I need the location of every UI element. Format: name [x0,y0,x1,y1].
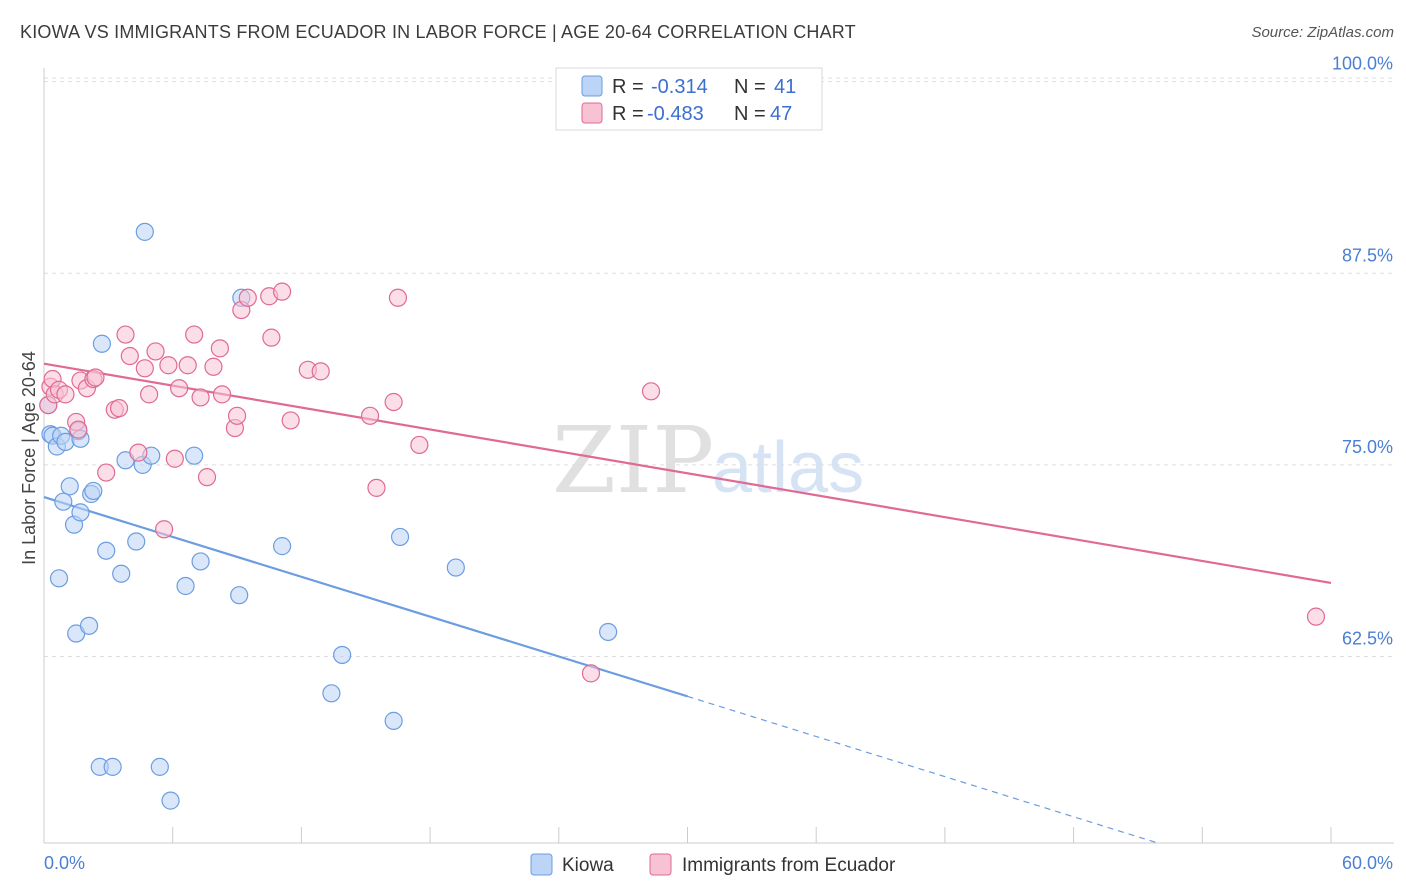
point-kiowa-21 [112,564,131,583]
point-ecuador-25 [178,356,197,375]
y-tick-labels: 62.5% 75.0% 87.5% 100.0% [1332,54,1393,649]
point-kiowa-6 [60,477,79,496]
trend-extension-kiowa [687,695,1160,845]
legend-ecuador-r-label: R = [612,103,644,125]
point-ecuador-30 [210,339,229,358]
axes [43,68,1394,844]
point-ecuador-47 [581,664,601,683]
point-ecuador-11 [86,368,105,387]
point-ecuador-26 [185,325,204,344]
point-ecuador-15 [116,325,135,344]
point-ecuador-7 [69,420,88,439]
point-kiowa-16 [84,481,103,501]
gridlines [44,77,1394,657]
legend-ecuador-r-value: -0.483 [647,103,704,125]
point-ecuador-35 [238,288,257,307]
point-ecuador-31 [212,385,232,404]
point-kiowa-14 [49,569,69,588]
point-ecuador-12 [97,463,116,482]
point-kiowa-28 [161,791,180,810]
point-ecuador-39 [281,411,300,430]
point-ecuador-33 [227,406,247,425]
point-kiowa-38 [390,527,410,547]
legend-ecuador-n-value: 47 [770,103,792,125]
point-ecuador-41 [311,362,330,381]
point-kiowa-27 [150,757,169,776]
y-tick-label-1: 75.0% [1342,437,1393,457]
legend-kiowa-n-label: N = [734,76,766,98]
point-ecuador-27 [191,388,210,407]
point-kiowa-36 [333,645,352,665]
point-ecuador-28 [197,468,217,487]
point-ecuador-16 [120,346,139,366]
legend-kiowa-r-label: R = [612,76,644,98]
point-kiowa-23 [127,532,146,551]
point-kiowa-15 [54,492,73,511]
point-ecuador-46 [410,435,429,455]
point-ecuador-24 [170,379,189,398]
y-tick-label-3: 100.0% [1332,54,1393,74]
bottom-legend-kiowa-label: Kiowa [562,855,614,876]
source-credit: Source: ZipAtlas.com [1251,24,1394,41]
y-tick-label-0: 62.5% [1342,629,1393,649]
bottom-legend-kiowa-swatch [530,853,553,876]
point-ecuador-45 [388,288,408,307]
point-ecuador-42 [360,406,380,425]
x-tick-label-max: 60.0% [1342,853,1393,873]
point-ecuador-44 [384,392,403,412]
point-ecuador-17 [129,443,148,462]
point-kiowa-32 [230,586,249,605]
trend-line-ecuador [43,362,1332,585]
x-tick-labels: 0.0% 60.0% [44,853,1393,873]
point-kiowa-31 [191,552,210,571]
bottom-legend-ecuador-label: Immigrants from Ecuador [682,855,896,876]
legend-ecuador-n-label: N = [734,103,766,125]
point-kiowa-18 [92,334,112,353]
point-ecuador-20 [146,342,165,361]
chart-title: KIOWA VS IMMIGRANTS FROM ECUADOR IN LABO… [20,22,856,42]
point-ecuador-48 [641,382,661,401]
point-kiowa-40 [599,622,618,642]
point-kiowa-39 [446,558,465,577]
point-ecuador-37 [262,328,281,347]
point-kiowa-30 [185,446,204,465]
trend-lines [43,362,1332,845]
point-ecuador-23 [165,449,184,468]
point-kiowa-12 [79,616,99,635]
legend-kiowa-r-value: -0.314 [651,76,708,98]
x-tick-label-min: 0.0% [44,853,85,873]
watermark-zip: ZIP [552,407,714,514]
point-ecuador-18 [135,359,154,378]
point-ecuador-43 [367,478,386,497]
point-ecuador-38 [272,282,292,301]
y-axis-label: In Labor Force | Age 20-64 [19,351,39,565]
legend-ecuador-swatch [581,102,603,124]
bottom-legend-ecuador-swatch [649,853,672,876]
legend-kiowa-swatch [581,75,603,97]
legend-kiowa-n-value: 41 [774,76,796,98]
point-kiowa-20 [103,757,122,776]
point-kiowa-10 [71,503,90,522]
data-points [39,222,1326,810]
stats-legend: R = -0.314 N = 41 R = -0.483 N = 47 [555,67,823,131]
point-kiowa-25 [135,222,154,241]
point-kiowa-35 [322,684,341,703]
point-kiowa-37 [384,711,403,730]
point-ecuador-49 [1306,607,1326,626]
point-kiowa-19 [97,541,116,560]
trend-line-kiowa [43,496,688,698]
point-ecuador-21 [155,520,174,539]
y-tick-label-2: 87.5% [1342,245,1393,265]
point-ecuador-14 [109,399,129,418]
point-ecuador-29 [204,357,223,376]
point-ecuador-5 [56,385,75,404]
point-ecuador-22 [159,356,178,375]
point-ecuador-19 [140,385,159,404]
point-kiowa-29 [176,576,195,596]
series-legend: Kiowa Immigrants from Ecuador [530,853,896,876]
point-kiowa-34 [272,537,292,556]
watermark-atlas: atlas [712,428,864,508]
